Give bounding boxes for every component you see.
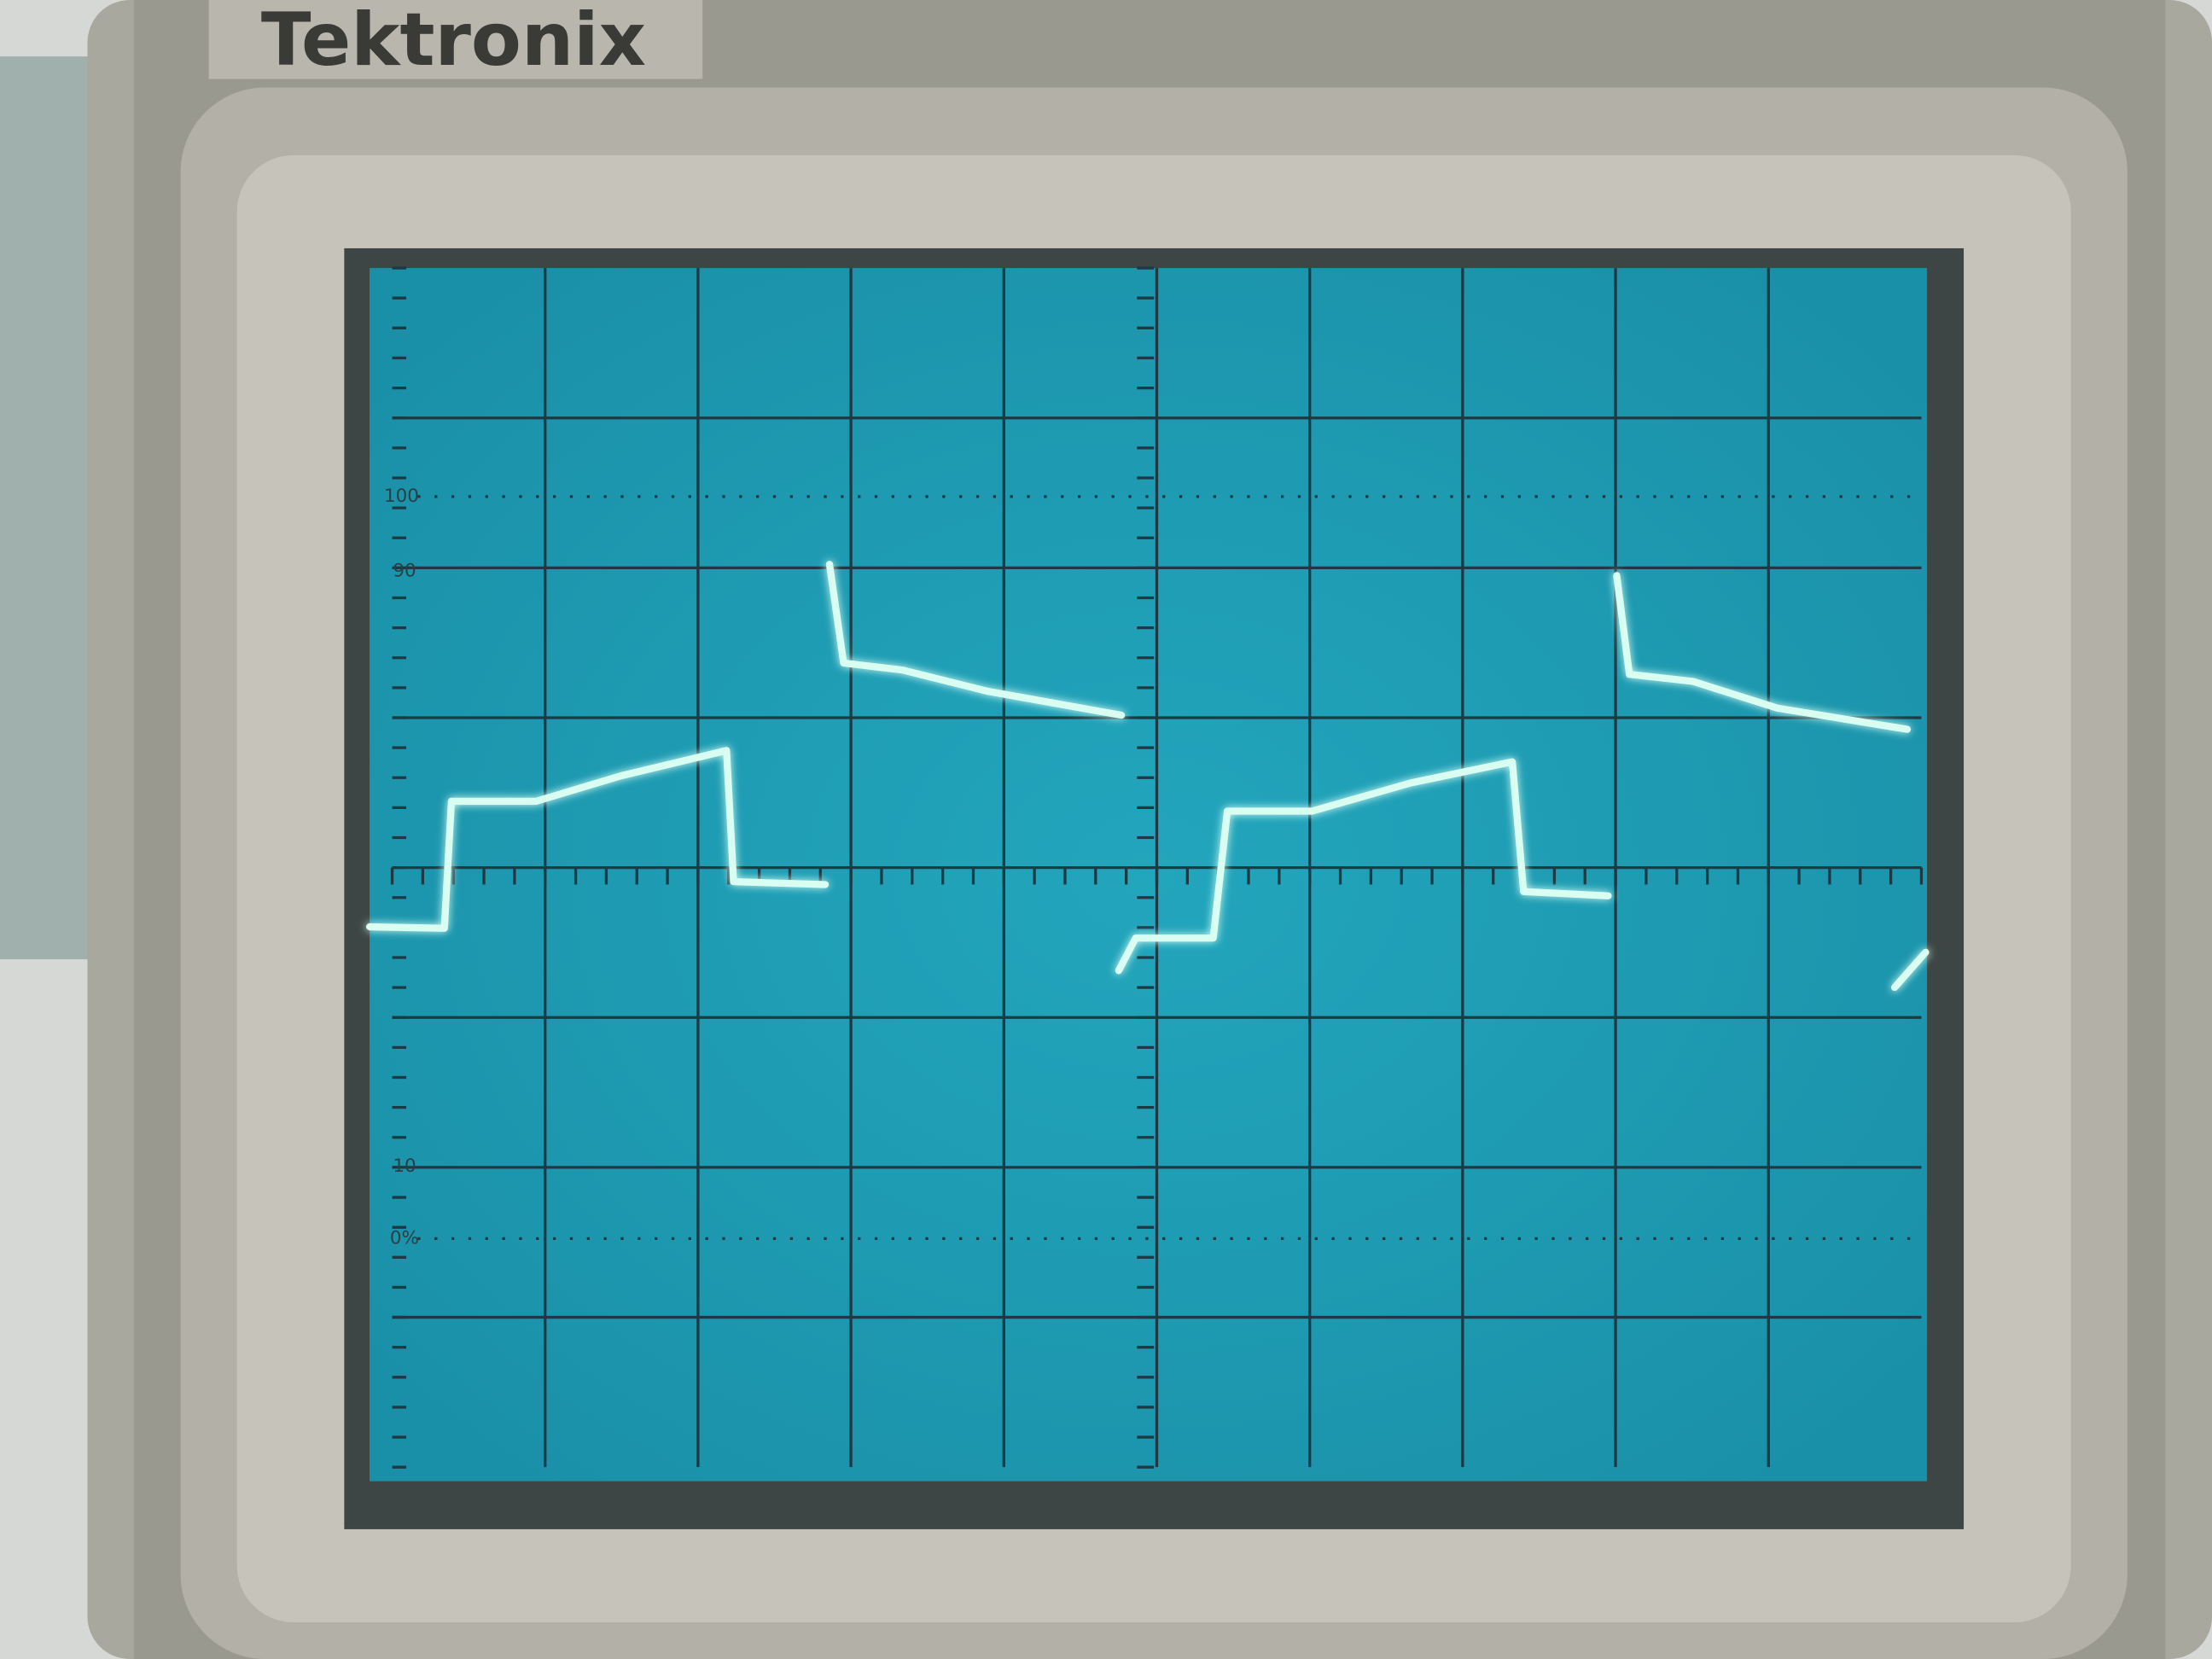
- screen: [370, 268, 1928, 1481]
- trace: [365, 561, 1930, 992]
- trace-segment: [825, 561, 1126, 719]
- background-left: [0, 56, 99, 960]
- trace-segment: [1115, 758, 1612, 975]
- brand-plate: [208, 0, 703, 79]
- graticule-label: 10: [393, 1155, 416, 1177]
- graticule-label: 0%: [390, 1227, 419, 1249]
- trace-segment: [365, 747, 830, 932]
- trace-segment: [1890, 948, 1930, 992]
- graticule-label: 90: [393, 560, 416, 581]
- graticule-label: 100: [384, 486, 419, 507]
- trace-segment: [1613, 572, 1912, 733]
- graticule: [390, 266, 1924, 1469]
- brand: Tektronix: [261, 0, 646, 83]
